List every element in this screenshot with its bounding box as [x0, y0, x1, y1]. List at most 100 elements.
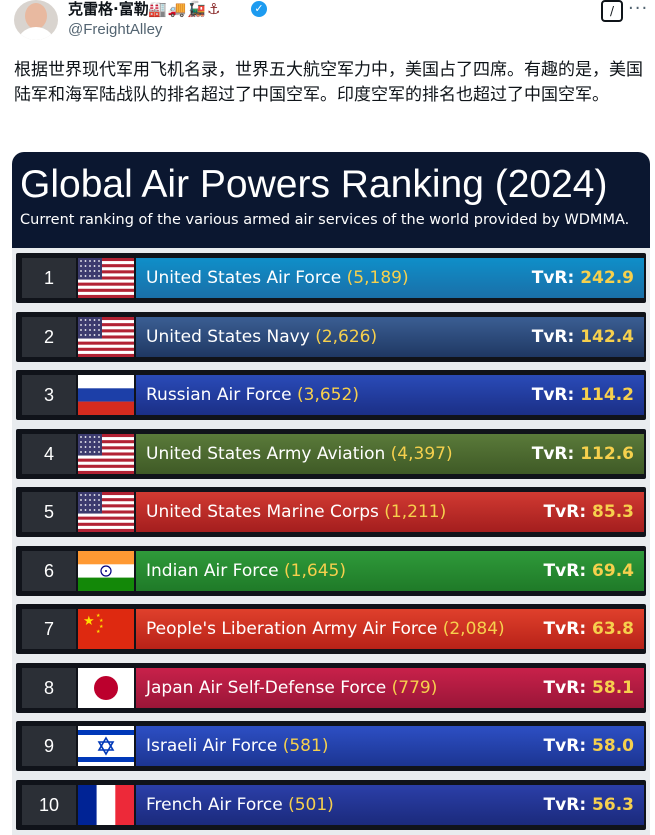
aircraft-count: (501)	[288, 794, 334, 815]
rank-number: 5	[22, 492, 76, 532]
tvr-score: TvR: 58.0	[544, 726, 634, 766]
ranking-row: 8 Japan Air Self-Defense Force (779) TvR:…	[16, 662, 646, 713]
tweet-header: 克雷格·富勒 🏭🚚🚂⚓ ✓ @FreightAlley / ···	[0, 0, 655, 48]
tvr-label: TvR:	[531, 268, 575, 288]
air-force-label: United States Air Force (5,189)	[146, 258, 409, 298]
india-flag-icon	[78, 550, 134, 591]
tvr-value: 63.8	[592, 619, 634, 639]
us-flag-icon	[78, 316, 134, 357]
air-force-name: United States Army Aviation	[146, 443, 386, 464]
rank-number: 3	[22, 375, 76, 415]
tvr-label: TvR:	[543, 794, 587, 815]
us-flag-icon	[78, 433, 134, 474]
aircraft-count: (1,211)	[384, 502, 447, 522]
avatar[interactable]	[14, 0, 58, 40]
air-force-name: United States Marine Corps	[146, 502, 379, 522]
ranking-bar: Japan Air Self-Defense Force (779) TvR: 5…	[136, 667, 644, 708]
aircraft-count: (3,652)	[297, 385, 359, 405]
israel-flag-icon	[78, 726, 134, 766]
air-force-label: Russian Air Force (3,652)	[146, 375, 359, 415]
author-handle[interactable]: @FreightAlley	[68, 21, 163, 38]
ranking-bar: Israeli Air Force (581) TvR: 58.0	[136, 726, 644, 766]
tvr-label: TvR:	[543, 619, 587, 639]
aircraft-count: (581)	[282, 736, 329, 756]
aircraft-count: (1,645)	[284, 560, 346, 581]
tvr-value: 58.1	[592, 677, 634, 698]
more-options-icon[interactable]: ···	[628, 0, 649, 19]
air-force-label: People's Liberation Army Air Force (2,08…	[146, 609, 505, 649]
air-force-label: French Air Force (501)	[146, 785, 334, 825]
ranking-bar: United States Navy (2,626) TvR: 142.4	[136, 316, 644, 357]
ranking-bar: Indian Air Force (1,645) TvR: 69.4	[136, 550, 644, 591]
svg-text:★: ★	[99, 618, 104, 624]
tvr-score: TvR: 69.4	[544, 551, 634, 591]
tvr-value: 242.9	[580, 268, 634, 288]
ranking-row: 2 United States Navy (2,626) TvR: 142.4	[16, 311, 646, 362]
aircraft-count: (5,189)	[346, 268, 409, 288]
author-emojis: 🏭🚚🚂⚓	[148, 0, 222, 18]
air-force-label: Israeli Air Force (581)	[146, 726, 328, 766]
infographic-title: Global Air Powers Ranking (2024)	[20, 163, 608, 206]
tvr-score: TvR: 112.6	[532, 434, 634, 474]
ranking-row: 1 United States Air Force (5,189) TvR: 242…	[16, 253, 646, 303]
tvr-label: TvR:	[531, 326, 575, 347]
ranking-row: 7 ★ ★ ★ ★ ★ People's Liberation Army Air …	[16, 604, 646, 654]
air-force-name: French Air Force	[146, 794, 283, 815]
rank-number: 1	[22, 258, 76, 298]
ranking-bar: United States Marine Corps (1,211) TvR: 8…	[136, 492, 644, 532]
russia-flag-icon	[78, 375, 134, 415]
japan-flag-icon	[78, 667, 134, 708]
air-force-label: United States Navy (2,626)	[146, 317, 377, 357]
rank-number: 4	[22, 433, 76, 474]
air-force-label: United States Army Aviation (4,397)	[146, 434, 453, 474]
ranking-row: 5 United States Marine Corps (1,211) TvR: …	[16, 487, 646, 537]
air-force-label: Indian Air Force (1,645)	[146, 551, 346, 591]
ranking-bar: Russian Air Force (3,652) TvR: 114.2	[136, 375, 644, 415]
tvr-score: TvR: 114.2	[532, 375, 634, 415]
svg-text:★: ★	[99, 624, 104, 630]
tvr-value: 58.0	[592, 736, 634, 756]
ranking-bar: United States Air Force (5,189) TvR: 242.…	[136, 258, 644, 298]
tvr-score: TvR: 142.4	[532, 317, 634, 357]
svg-text:★: ★	[96, 613, 101, 619]
verified-badge-icon: ✓	[251, 1, 267, 17]
tweet-text: 根据世界现代军用飞机名录，世界五大航空军力中，美国占了四席。有趣的是，美国陆军和…	[14, 60, 643, 105]
tvr-value: 114.2	[580, 385, 634, 405]
aircraft-count: (4,397)	[390, 443, 453, 464]
china-flag-icon: ★ ★ ★ ★ ★	[78, 609, 134, 649]
ranking-row: 10 French Air Force (501) TvR: 56.3	[16, 779, 646, 830]
air-force-label: United States Marine Corps (1,211)	[146, 492, 446, 532]
rank-number: 9	[22, 726, 76, 766]
tvr-score: TvR: 242.9	[532, 258, 634, 298]
svg-text:★: ★	[83, 614, 95, 629]
tvr-label: TvR:	[543, 736, 587, 756]
rank-number: 10	[22, 784, 76, 825]
aircraft-count: (2,626)	[315, 326, 378, 347]
air-force-name: Israeli Air Force	[146, 736, 278, 756]
ranking-row: 3 Russian Air Force (3,652) TvR: 114.2	[16, 370, 646, 420]
ranking-bar: United States Army Aviation (4,397) TvR: …	[136, 433, 644, 474]
tvr-value: 85.3	[592, 502, 634, 522]
avatar-face	[25, 3, 47, 29]
tvr-value: 142.4	[580, 326, 634, 347]
us-flag-icon	[78, 258, 134, 298]
grok-icon[interactable]: /	[601, 0, 623, 22]
tvr-label: TvR:	[531, 443, 575, 464]
tvr-value: 69.4	[592, 560, 634, 581]
tweet-image[interactable]: Global Air Powers Ranking (2024) Current…	[12, 152, 650, 835]
rank-number: 6	[22, 550, 76, 591]
ranking-row: 6 Indian Air Force (1,645) TvR: 69.4	[16, 545, 646, 596]
rank-number: 2	[22, 316, 76, 357]
tvr-score: TvR: 56.3	[544, 785, 634, 825]
air-force-name: Japan Air Self-Defense Force	[146, 677, 387, 698]
tvr-score: TvR: 58.1	[544, 668, 634, 708]
avatar-shirt	[16, 27, 56, 40]
air-force-name: United States Air Force	[146, 268, 342, 288]
france-flag-icon	[78, 784, 134, 825]
air-force-name: United States Navy	[146, 326, 310, 347]
author-name[interactable]: 克雷格·富勒	[68, 0, 149, 18]
aircraft-count: (779)	[391, 677, 438, 698]
air-force-name: Indian Air Force	[146, 560, 279, 581]
aircraft-count: (2,084)	[442, 619, 505, 639]
us-flag-icon	[78, 492, 134, 532]
